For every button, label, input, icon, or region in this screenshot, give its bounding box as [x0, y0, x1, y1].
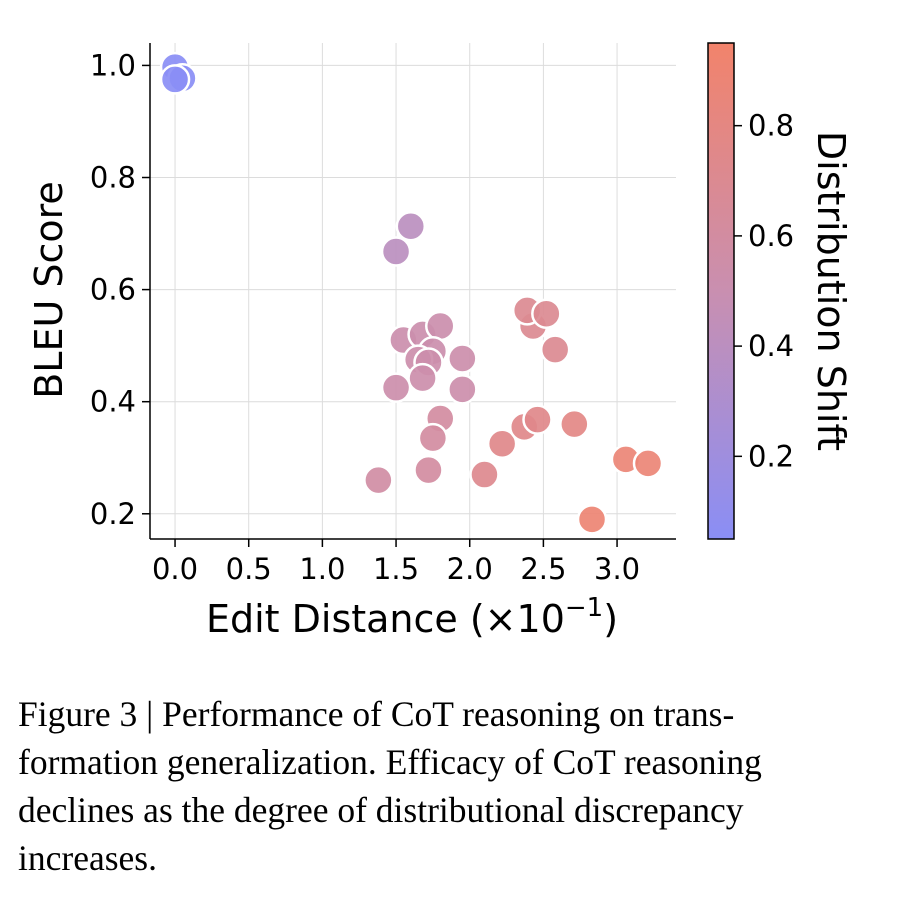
colorbar-tick-label: 0.8: [748, 109, 794, 143]
scatter-point: [576, 504, 608, 535]
colorbar-tick-label: 0.2: [748, 439, 794, 473]
scatter-point: [363, 464, 394, 496]
scatter-point: [486, 428, 518, 459]
scatter-point: [469, 459, 500, 490]
scatter-point: [407, 362, 438, 394]
y-tick-label: 0.2: [90, 497, 136, 531]
axis-ticks: 0.0 0.5 1.0 1.5 2.0 2.5 3.0 0.2 0.4 0.6 0.8 1.0: [90, 48, 640, 586]
x-tick-label: 2.5: [520, 552, 566, 586]
y-tick-label: 1.0: [90, 48, 136, 82]
y-tick-label: 0.6: [90, 273, 136, 307]
scatter-point: [425, 310, 456, 342]
scatter-point: [417, 422, 449, 454]
x-tick-label: 1.0: [299, 552, 345, 586]
scatter-point: [531, 298, 562, 329]
scatter-point: [159, 64, 191, 95]
data-points: [159, 51, 664, 535]
colorbar: 0.2 0.4 0.6 0.8 Distribution Shift: [707, 42, 853, 540]
y-axis-title: BLEU Score: [27, 181, 71, 399]
x-axis-title: Edit Distance (×10−1): [206, 593, 618, 641]
scatter-point: [632, 448, 664, 479]
scatter-point: [447, 374, 478, 405]
y-tick-label: 0.4: [90, 385, 136, 419]
scatter-point: [447, 343, 478, 374]
colorbar-tick-label: 0.6: [748, 219, 794, 253]
scatter-point: [380, 236, 412, 267]
x-tick-label: 2.0: [447, 552, 493, 586]
colorbar-tick-label: 0.4: [748, 329, 794, 363]
grid-lines: [150, 43, 676, 539]
figure-caption: Figure 3 | Performance of CoT reasoning …: [18, 694, 762, 878]
scatter-point: [539, 334, 571, 365]
colorbar-gradient: [707, 42, 735, 540]
plot-axes: [149, 43, 676, 540]
colorbar-ticks: 0.2 0.4 0.6 0.8: [734, 109, 794, 473]
colorbar-title: Distribution Shift: [809, 131, 853, 451]
x-tick-label: 1.5: [373, 552, 419, 586]
x-tick-label: 0.5: [226, 552, 272, 586]
scatter-chart: 0.0 0.5 1.0 1.5 2.0 2.5 3.0 0.2 0.4 0.6 0.8 1.0 Edi…: [27, 42, 853, 641]
scatter-point: [395, 211, 427, 242]
x-tick-label: 3.0: [594, 552, 640, 586]
scatter-point: [522, 404, 553, 435]
y-tick-label: 0.8: [90, 161, 136, 195]
scatter-point: [380, 372, 412, 403]
x-tick-label: 0.0: [152, 552, 198, 586]
scatter-point: [559, 408, 590, 440]
scatter-point: [413, 454, 444, 486]
